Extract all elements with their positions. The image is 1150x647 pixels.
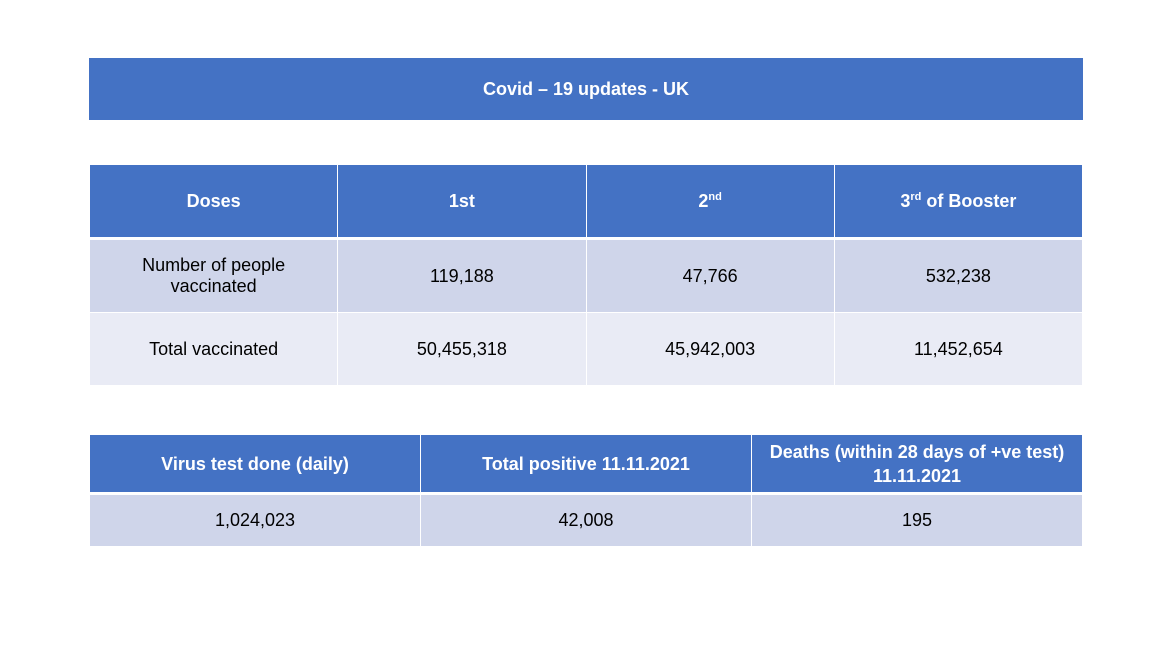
- header-positive: Total positive 11.11.2021: [420, 434, 752, 495]
- cell: 195: [751, 493, 1083, 547]
- header-row: Virus test done (daily) Total positive 1…: [89, 434, 1083, 495]
- header-text: 3: [900, 190, 911, 211]
- cell: 119,188: [337, 238, 587, 313]
- row-label: Total vaccinated: [88, 312, 339, 386]
- row-label: Number of people vaccinated: [88, 238, 339, 313]
- table-row: 1,024,023 42,008 195: [89, 493, 1083, 547]
- header-first: 1st: [337, 164, 587, 240]
- table-row: Total vaccinated 50,455,318 45,942,003 1…: [88, 312, 1084, 386]
- table-row: Number of people vaccinated 119,188 47,7…: [88, 238, 1084, 313]
- header-tests: Virus test done (daily): [89, 434, 421, 495]
- header-second: 2nd: [585, 164, 835, 240]
- header-text: Doses: [186, 190, 241, 211]
- cell: 1,024,023: [89, 493, 421, 547]
- header-text-rest: of Booster: [921, 190, 1017, 211]
- header-sup: rd: [910, 190, 922, 203]
- cell: 47,766: [585, 238, 835, 313]
- cell: 11,452,654: [833, 312, 1084, 386]
- header-row: Doses 1st 2nd 3rd of Booster: [88, 164, 1084, 240]
- header-booster: 3rd of Booster: [833, 164, 1084, 240]
- cell: 42,008: [420, 493, 752, 547]
- page-title: Covid – 19 updates - UK: [89, 58, 1083, 120]
- vaccination-table: Doses 1st 2nd 3rd of Booster Number of p…: [88, 164, 1084, 386]
- header-deaths: Deaths (within 28 days of +ve test) 11.1…: [751, 434, 1083, 495]
- header-text: 1st: [448, 190, 475, 211]
- header-doses: Doses: [88, 164, 339, 240]
- header-text: 2: [698, 190, 709, 211]
- cell: 45,942,003: [585, 312, 835, 386]
- testing-table: Virus test done (daily) Total positive 1…: [89, 434, 1083, 547]
- cell: 50,455,318: [337, 312, 587, 386]
- header-sup: nd: [708, 190, 722, 203]
- cell: 532,238: [833, 238, 1084, 313]
